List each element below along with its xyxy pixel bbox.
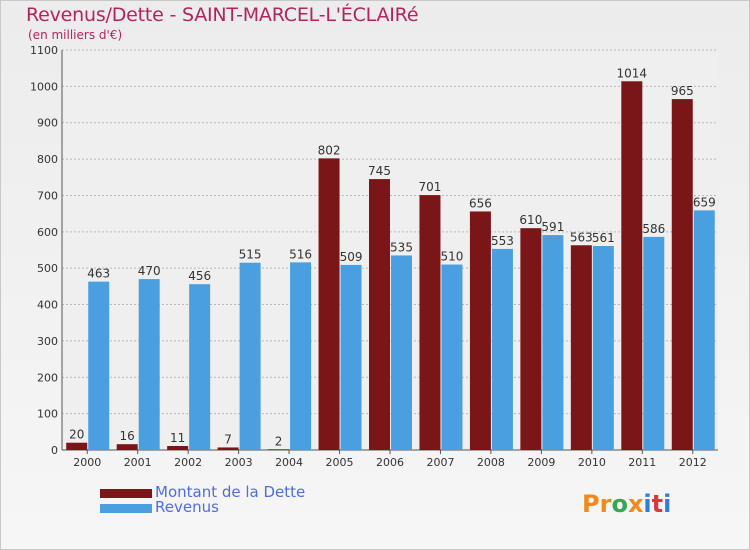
y-tick-label: 1000: [30, 80, 58, 93]
bar-revenus: [340, 264, 362, 450]
data-label-dette: 656: [469, 196, 492, 210]
legend-label-dette: Montant de la Dette: [155, 483, 306, 501]
bar-dette: [217, 447, 239, 450]
bar-revenus: [290, 262, 312, 450]
data-label-dette: 802: [318, 143, 341, 157]
x-tick-label: 2006: [376, 456, 404, 469]
x-tick-label: 2007: [426, 456, 454, 469]
y-tick-label: 100: [37, 408, 58, 421]
data-label-dette: 563: [570, 230, 593, 244]
y-tick-label: 400: [37, 299, 58, 312]
bar-dette: [520, 228, 542, 450]
data-label-revenus: 659: [693, 195, 716, 209]
x-tick-label: 2002: [174, 456, 202, 469]
bar-dette: [318, 158, 340, 450]
bar-revenus: [592, 246, 614, 450]
data-label-revenus: 456: [188, 269, 211, 283]
x-tick-label: 2001: [124, 456, 152, 469]
bar-dette: [621, 81, 643, 450]
bar-revenus: [391, 255, 412, 450]
data-label-dette: 745: [368, 164, 391, 178]
y-tick-label: 200: [37, 371, 58, 384]
bar-dette: [419, 195, 441, 450]
x-tick-label: 2003: [225, 456, 253, 469]
data-label-revenus: 516: [289, 247, 312, 261]
bar-dette: [369, 179, 390, 450]
y-tick-label: 1100: [30, 44, 58, 57]
data-label-dette: 7: [224, 432, 232, 446]
legend-label-revenus: Revenus: [155, 498, 219, 516]
y-tick-label: 0: [51, 444, 58, 457]
data-label-revenus: 553: [491, 234, 514, 248]
bar-revenus: [441, 264, 463, 450]
x-tick-label: 2012: [679, 456, 707, 469]
x-tick-label: 2000: [73, 456, 101, 469]
x-tick-label: 2004: [275, 456, 303, 469]
data-label-dette: 2: [275, 434, 283, 448]
chart-title: Revenus/Dette - SAINT-MARCEL-L'ÉCLAIRé: [26, 4, 419, 26]
bar-dette: [671, 99, 693, 450]
data-label-revenus: 510: [441, 250, 464, 264]
x-tick-label: 2005: [326, 456, 354, 469]
data-label-dette: 11: [170, 431, 185, 445]
legend-swatch-dette: [100, 489, 152, 498]
bar-dette: [167, 446, 189, 450]
x-tick-label: 2008: [477, 456, 505, 469]
y-tick-label: 700: [37, 189, 58, 202]
bar-revenus: [239, 262, 261, 450]
y-tick-label: 900: [37, 117, 58, 130]
data-label-dette: 16: [120, 429, 135, 443]
x-tick-label: 2010: [578, 456, 606, 469]
x-tick-label: 2009: [527, 456, 555, 469]
y-tick-label: 800: [37, 153, 58, 166]
bar-revenus: [88, 281, 110, 450]
data-label-dette: 610: [519, 213, 542, 227]
data-label-dette: 965: [671, 84, 694, 98]
logo-letter: t: [651, 490, 664, 518]
data-label-revenus: 515: [239, 248, 262, 262]
x-tick-label: 2011: [628, 456, 656, 469]
bar-revenus: [189, 284, 211, 450]
bar-revenus: [542, 235, 564, 450]
logo-letter: o: [611, 490, 628, 518]
proxiti-logo: Proxiti: [582, 490, 671, 518]
y-tick-label: 600: [37, 226, 58, 239]
bar-dette: [570, 245, 592, 450]
chart-subtitle: (en milliers d'€): [28, 28, 123, 42]
data-label-revenus: 535: [390, 240, 413, 254]
logo-letter: r: [599, 490, 612, 518]
bar-dette: [116, 444, 138, 450]
y-tick-label: 500: [37, 262, 58, 275]
data-label-revenus: 586: [642, 222, 665, 236]
bar-dette: [469, 211, 491, 450]
bar-dette: [66, 442, 88, 450]
legend-swatch-revenus: [100, 504, 152, 513]
logo-letter: x: [627, 490, 644, 518]
data-label-revenus: 561: [592, 231, 615, 245]
logo-letter: i: [663, 490, 672, 518]
data-label-dette: 1014: [617, 66, 648, 80]
data-label-dette: 20: [69, 428, 84, 442]
logo-letter: P: [582, 490, 600, 518]
data-label-dette: 701: [419, 180, 442, 194]
bar-revenus: [491, 248, 513, 450]
logo-letter: i: [643, 490, 652, 518]
bar-dette: [268, 449, 290, 450]
data-label-revenus: 463: [87, 267, 110, 281]
data-label-revenus: 509: [340, 250, 363, 264]
bar-revenus: [693, 210, 715, 450]
data-label-revenus: 591: [541, 220, 564, 234]
data-label-revenus: 470: [138, 264, 161, 278]
bar-revenus: [138, 279, 160, 450]
bar-revenus: [643, 236, 665, 450]
y-tick-label: 300: [37, 335, 58, 348]
